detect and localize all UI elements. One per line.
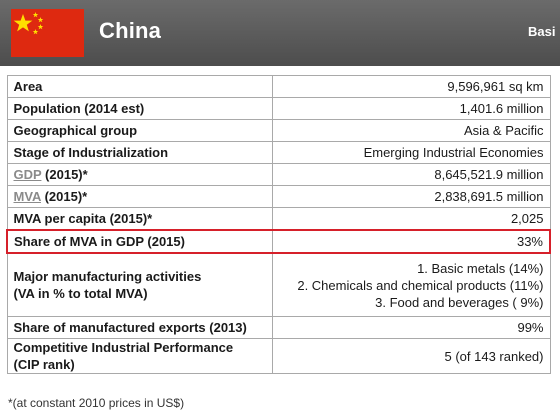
label-line: (VA in % to total MVA) bbox=[13, 286, 148, 301]
row-value: 99% bbox=[272, 316, 551, 339]
country-facts-table: Area 9,596,961 sq km Population (2014 es… bbox=[6, 75, 551, 374]
row-value: 1. Basic metals (14%) 2. Chemicals and c… bbox=[272, 252, 551, 317]
footnote: *(at constant 2010 prices in US$) bbox=[8, 396, 185, 410]
mva-label-suffix: (2015)* bbox=[40, 189, 88, 204]
highlighted-row: Share of MVA in GDP (2015) 33% bbox=[6, 229, 551, 254]
table-row: MVA (2015)* 2,838,691.5 million bbox=[6, 185, 551, 208]
facts-table-wrapper: Area 9,596,961 sq km Population (2014 es… bbox=[6, 75, 551, 374]
table-row: Competitive Industrial Performance (CIP … bbox=[6, 338, 551, 374]
activity-item: 2. Chemicals and chemical products (11%) bbox=[297, 277, 544, 293]
row-value: 33% bbox=[272, 229, 551, 254]
table-row: Major manufacturing activities (VA in % … bbox=[6, 252, 551, 317]
row-label: MVA (2015)* bbox=[6, 185, 273, 208]
row-label: Geographical group bbox=[6, 119, 273, 142]
table-row: Share of manufactured exports (2013) 99% bbox=[6, 316, 551, 339]
row-value: 9,596,961 sq km bbox=[272, 75, 551, 98]
row-label: MVA per capita (2015)* bbox=[6, 207, 273, 231]
basic-tab[interactable]: Basi bbox=[528, 24, 556, 39]
gdp-link[interactable]: GDP bbox=[13, 167, 42, 182]
row-label: Share of manufactured exports (2013) bbox=[6, 316, 273, 339]
row-value: Asia & Pacific bbox=[272, 119, 551, 142]
row-value: 2,838,691.5 million bbox=[272, 185, 551, 208]
table-row: Area 9,596,961 sq km bbox=[6, 75, 551, 98]
table-row: MVA per capita (2015)* 2,025 bbox=[6, 207, 551, 231]
label-line: Major manufacturing activities bbox=[13, 269, 202, 284]
table-row: Geographical group Asia & Pacific bbox=[6, 119, 551, 142]
row-label: Stage of Industrialization bbox=[6, 141, 273, 164]
table-row: GDP (2015)* 8,645,521.9 million bbox=[6, 163, 551, 186]
row-label: Area bbox=[6, 75, 273, 98]
row-value: Emerging Industrial Economies bbox=[272, 141, 551, 164]
row-value: 8,645,521.9 million bbox=[272, 163, 551, 186]
row-label: GDP (2015)* bbox=[6, 163, 273, 186]
table-row: Population (2014 est) 1,401.6 million bbox=[6, 97, 551, 120]
gdp-label-suffix: (2015)* bbox=[41, 167, 88, 182]
label-line: (CIP rank) bbox=[13, 357, 75, 372]
country-name: China bbox=[99, 18, 162, 43]
mva-link[interactable]: MVA bbox=[13, 189, 41, 204]
activity-item: 1. Basic metals (14%) bbox=[417, 260, 544, 276]
row-label: Population (2014 est) bbox=[6, 97, 273, 120]
row-value: 2,025 bbox=[272, 207, 551, 231]
row-value: 5 (of 143 ranked) bbox=[272, 338, 551, 374]
label-line: Competitive Industrial Performance bbox=[13, 340, 234, 355]
activity-item: 3. Food and beverages ( 9%) bbox=[375, 294, 544, 310]
row-label: Share of MVA in GDP (2015) bbox=[6, 229, 273, 254]
row-label: Major manufacturing activities (VA in % … bbox=[6, 252, 273, 317]
country-header: China Basi bbox=[0, 0, 560, 66]
row-value: 1,401.6 million bbox=[272, 97, 551, 120]
row-label: Competitive Industrial Performance (CIP … bbox=[6, 338, 273, 374]
china-flag-icon bbox=[11, 9, 84, 57]
table-row: Stage of Industrialization Emerging Indu… bbox=[6, 141, 551, 164]
